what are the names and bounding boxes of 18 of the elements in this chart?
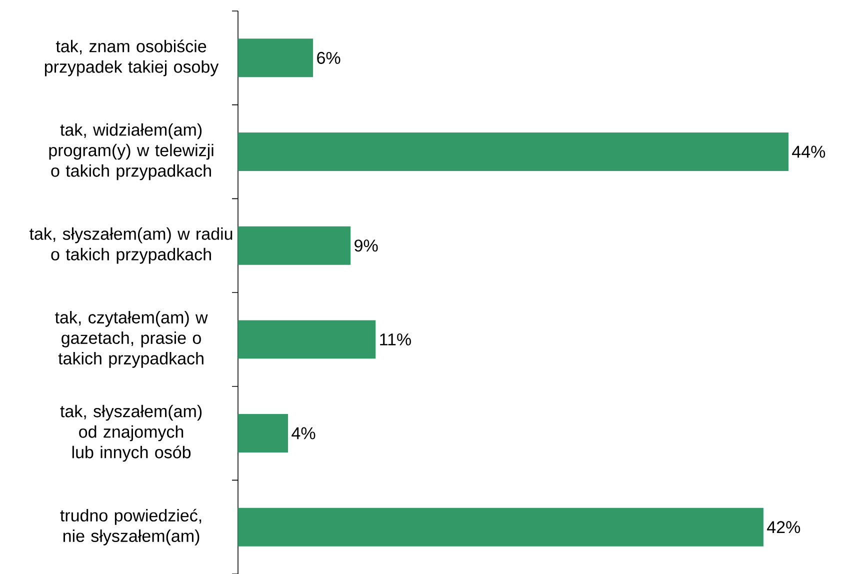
y-tick-label: trudno powiedzieć, nie słyszałem(am)	[60, 508, 202, 546]
y-tick-label: tak, widziałem(am) program(y) w telewizji o takich przypadkach	[49, 123, 214, 180]
data-label: 6%	[317, 52, 340, 64]
bar	[238, 414, 288, 452]
y-tick-label: tak, słyszałem(am) w radiu o takich przypadkach	[30, 227, 232, 264]
data-label: 44%	[792, 146, 826, 158]
y-tick-label: tak, słyszałem(am) od znajomych lub innych osób	[60, 404, 202, 462]
bar	[238, 508, 764, 546]
y-tick-label: tak, czytałem(am) w gazetach, prasie o takich przypadkach	[55, 311, 208, 368]
bar	[238, 320, 376, 359]
bar	[238, 132, 788, 171]
data-label: 9%	[354, 240, 378, 252]
data-label: 4%	[292, 427, 316, 440]
data-label: 11%	[380, 333, 411, 346]
y-tick-label: tak, znam osobiście przypadek takiej osoby	[44, 40, 219, 76]
data-label: 42%	[767, 521, 800, 534]
bar	[238, 226, 351, 265]
bar	[238, 38, 314, 78]
